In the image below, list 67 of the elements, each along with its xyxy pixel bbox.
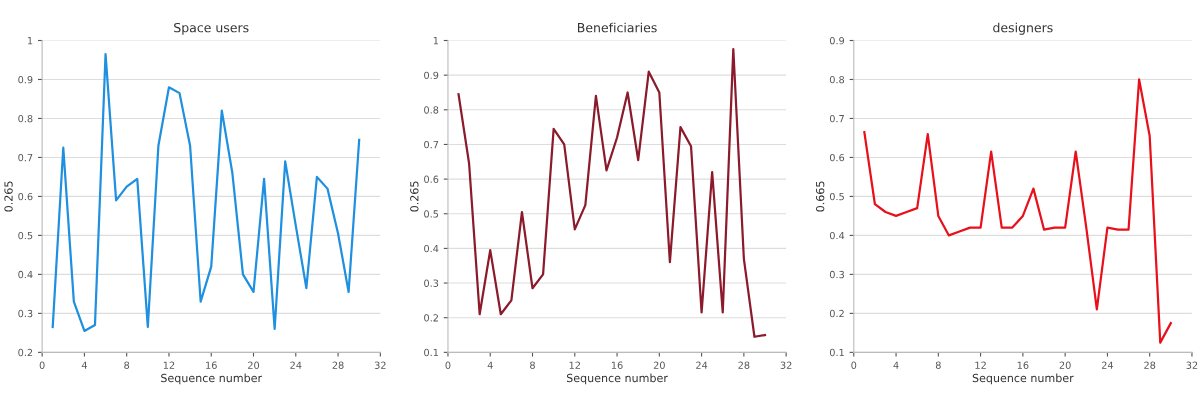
x-tick-label: 32 xyxy=(1186,361,1198,369)
x-tick-label: 24 xyxy=(290,361,302,369)
y-tick-label: 0.6 xyxy=(829,153,845,162)
y-axis-title: 0.265 xyxy=(410,181,419,212)
x-axis-title: Sequence number xyxy=(161,373,263,385)
x-tick-label: 12 xyxy=(975,361,986,369)
x-tick-label: 12 xyxy=(569,361,580,369)
x-tick-label: 28 xyxy=(738,361,750,369)
chart-title: Space users xyxy=(174,22,249,35)
x-tick-label: 16 xyxy=(206,361,217,369)
x-tick-label: 4 xyxy=(893,361,899,369)
x-tick-label: 16 xyxy=(611,361,623,369)
x-tick-label: 8 xyxy=(124,361,130,369)
x-tick-label: 28 xyxy=(332,361,344,369)
y-tick-label: 0.8 xyxy=(18,114,33,123)
y-tick-label: 0.3 xyxy=(18,309,33,318)
x-tick-label: 32 xyxy=(374,361,386,369)
y-tick-label: 0.6 xyxy=(18,192,33,201)
x-tick-label: 20 xyxy=(653,361,665,369)
x-tick-label: 4 xyxy=(81,361,87,369)
x-tick-label: 0 xyxy=(39,361,45,369)
x-axis-title: Sequence number xyxy=(972,373,1074,385)
x-tick-label: 24 xyxy=(1101,361,1114,369)
y-axis-title: 0.665 xyxy=(815,181,825,212)
y-tick-label: 0.9 xyxy=(829,36,845,45)
y-tick-label: 0.7 xyxy=(424,140,439,149)
y-tick-label: 0.5 xyxy=(424,210,439,218)
x-tick-label: 16 xyxy=(1017,361,1029,369)
y-axis-title: 0.265 xyxy=(4,181,13,212)
line-series xyxy=(863,78,1172,344)
x-tick-label: 8 xyxy=(935,361,941,369)
y-tick-label: 0.8 xyxy=(424,106,439,114)
x-tick-label: 0 xyxy=(445,361,451,369)
x-axis-title: Sequence number xyxy=(566,373,668,385)
x-tick-label: 8 xyxy=(530,361,535,369)
y-tick-label: 0.2 xyxy=(18,348,33,357)
y-tick-label: 0.3 xyxy=(829,270,844,279)
y-tick-label: 0.1 xyxy=(424,348,439,357)
y-tick-label: 0.9 xyxy=(18,75,33,84)
y-tick-label: 1 xyxy=(433,37,439,45)
x-tick-label: 20 xyxy=(1059,361,1071,369)
line-series xyxy=(457,48,767,338)
y-tick-label: 0.5 xyxy=(829,192,844,201)
x-tick-label: 20 xyxy=(248,361,260,369)
chart-title: Beneficiaries xyxy=(577,22,657,33)
y-tick-label: 0.3 xyxy=(424,279,439,287)
x-tick-label: 0 xyxy=(851,361,857,369)
x-tick-label: 12 xyxy=(163,361,175,369)
y-tick-label: 0.4 xyxy=(829,231,845,240)
chart-title: designers xyxy=(993,22,1053,35)
y-tick-label: 0.2 xyxy=(424,314,438,322)
y-tick-label: 0.4 xyxy=(424,244,439,253)
y-tick-label: 0.7 xyxy=(18,153,33,162)
x-tick-label: 24 xyxy=(696,361,708,369)
y-tick-label: 0.5 xyxy=(18,231,33,240)
y-tick-label: 1 xyxy=(27,37,33,45)
y-tick-label: 0.7 xyxy=(829,114,844,123)
x-tick-label: 32 xyxy=(780,361,792,369)
line-series xyxy=(51,53,361,333)
y-tick-label: 0.2 xyxy=(829,309,844,318)
y-tick-label: 0.4 xyxy=(18,270,33,279)
y-tick-label: 0.6 xyxy=(424,175,439,183)
x-tick-label: 4 xyxy=(487,361,493,369)
x-tick-label: 28 xyxy=(1144,361,1156,369)
y-tick-label: 0.9 xyxy=(424,71,439,79)
y-tick-label: 0.1 xyxy=(829,348,844,357)
y-tick-label: 0.8 xyxy=(829,75,845,84)
